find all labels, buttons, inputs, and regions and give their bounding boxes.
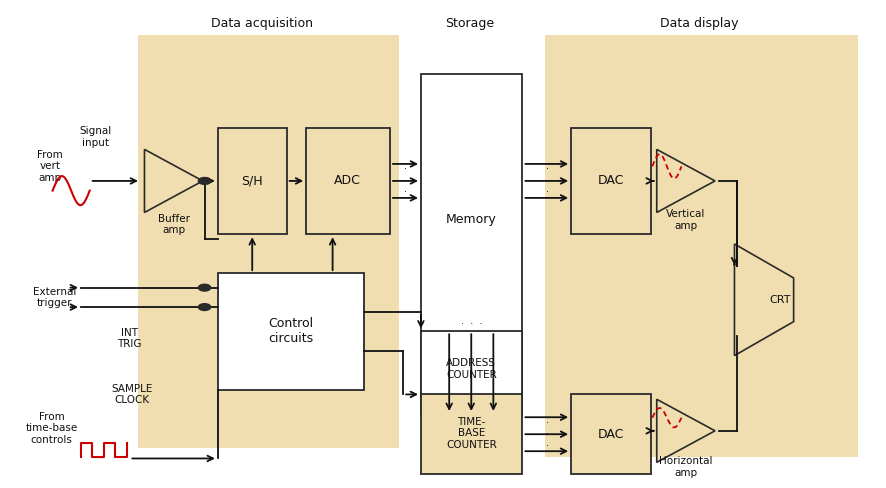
- Bar: [306, 127, 390, 234]
- Text: Buffer
amp: Buffer amp: [158, 214, 190, 235]
- Bar: [410, 45, 534, 438]
- Text: ·  ·  ·: · · ·: [461, 319, 482, 329]
- Text: S/H: S/H: [241, 174, 263, 187]
- Circle shape: [198, 304, 211, 310]
- Text: CRT: CRT: [770, 295, 791, 305]
- Text: External
trigger: External trigger: [33, 286, 76, 308]
- Polygon shape: [657, 149, 715, 212]
- Bar: [218, 127, 287, 234]
- Text: ADDRESS
COUNTER: ADDRESS COUNTER: [446, 358, 497, 380]
- Text: DAC: DAC: [598, 428, 624, 441]
- Polygon shape: [657, 399, 715, 462]
- Circle shape: [198, 178, 211, 184]
- Bar: [421, 74, 523, 414]
- Text: ·
·
·: · · ·: [546, 164, 548, 198]
- Bar: [421, 394, 523, 474]
- Text: INT
TRIG: INT TRIG: [117, 328, 142, 349]
- Text: Signal
input: Signal input: [80, 126, 112, 148]
- Text: Memory: Memory: [446, 213, 497, 226]
- Text: ·
·
·: · · ·: [546, 418, 548, 451]
- Text: Data display: Data display: [660, 17, 738, 30]
- Text: Data acquisition: Data acquisition: [211, 17, 313, 30]
- Text: Control
circuits: Control circuits: [268, 317, 314, 346]
- Text: Storage: Storage: [445, 17, 494, 30]
- Polygon shape: [734, 244, 794, 356]
- Text: From
vert
amp: From vert amp: [37, 150, 63, 183]
- Text: ·
·
·: · · ·: [404, 164, 408, 198]
- Text: ADC: ADC: [334, 174, 361, 187]
- Text: DAC: DAC: [598, 174, 624, 187]
- Bar: [421, 331, 523, 407]
- Text: Vertical
amp: Vertical amp: [666, 209, 705, 230]
- Text: TIME-
BASE
COUNTER: TIME- BASE COUNTER: [446, 417, 497, 450]
- Bar: [545, 35, 859, 457]
- Bar: [138, 35, 399, 448]
- Circle shape: [198, 285, 211, 291]
- Polygon shape: [144, 149, 203, 212]
- Text: Horizontal
amp: Horizontal amp: [659, 456, 712, 478]
- Bar: [571, 394, 650, 474]
- Bar: [571, 127, 650, 234]
- Bar: [218, 273, 363, 389]
- Text: SAMPLE
CLOCK: SAMPLE CLOCK: [112, 384, 152, 405]
- Text: From
time-base
controls: From time-base controls: [26, 412, 78, 445]
